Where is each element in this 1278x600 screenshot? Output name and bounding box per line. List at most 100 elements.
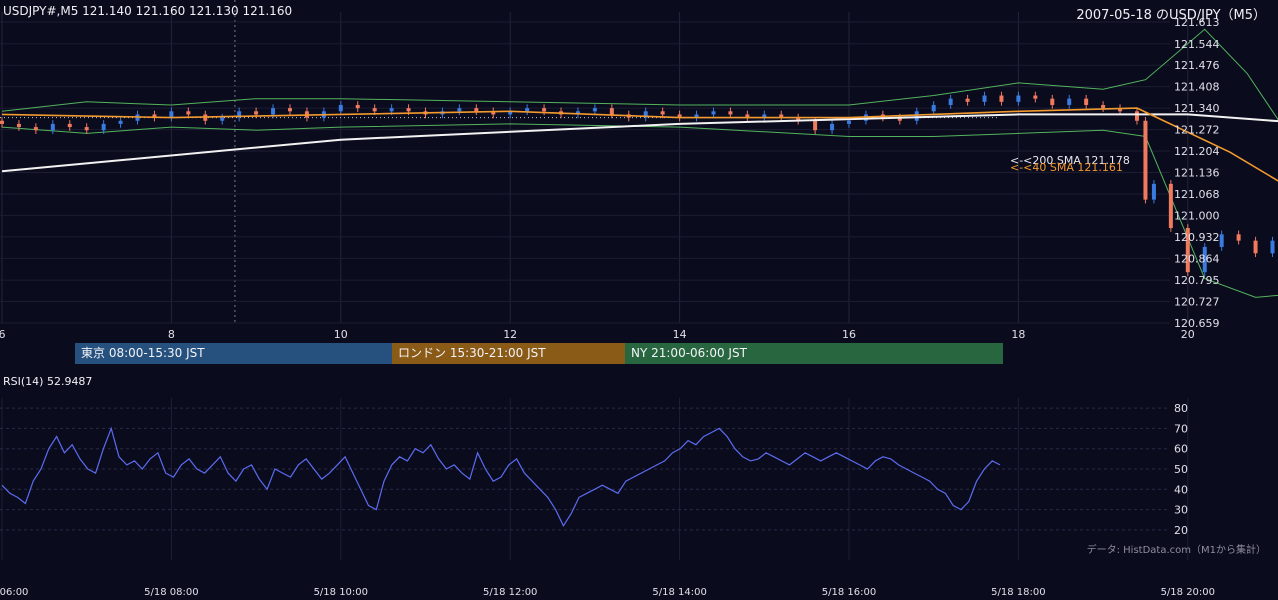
rsi-tick-label: 70: [1174, 422, 1188, 435]
candle-bear: [779, 114, 784, 118]
rsi-tick-label: 60: [1174, 443, 1188, 456]
candle-bull: [914, 111, 919, 121]
candle-bear: [965, 98, 970, 102]
moving-averages: [1, 107, 1278, 182]
price-tick-label: 121.272: [1174, 124, 1220, 137]
candle-bear: [1168, 183, 1173, 229]
candle-bear: [897, 117, 902, 121]
candle-bear: [1033, 95, 1038, 99]
time-tick-label: 5/18 20:00: [1161, 587, 1215, 598]
price-tick-label: 120.727: [1174, 296, 1220, 309]
candle-bull: [575, 111, 580, 115]
candle-bear: [406, 108, 411, 112]
candle-bear: [355, 104, 360, 109]
candle-bull: [762, 114, 767, 118]
price-candles: [0, 91, 1275, 276]
candle-bull: [118, 120, 123, 124]
candle-bear: [999, 95, 1004, 102]
sma200-line: [1, 113, 1278, 173]
rsi-tick-label: 40: [1174, 483, 1188, 496]
candle-bear: [254, 111, 259, 115]
candle-bear: [660, 111, 665, 115]
rsi-panel: 80 70 60 50 40 30 20 06:00 5/18 08:00 5/18 10:00 5…: [0, 402, 1215, 598]
rsi-title: RSI(14) 52.9487: [3, 375, 93, 388]
candle-bull: [592, 108, 597, 112]
candle-bear: [186, 111, 191, 115]
candle-bull: [237, 111, 242, 118]
bollinger-bands: [1, 28, 1278, 298]
candle-bear: [1185, 228, 1190, 273]
candle-bull: [1067, 98, 1072, 105]
candle-bear: [1143, 120, 1148, 200]
rsi-tick-label: 30: [1174, 504, 1188, 517]
price-tick-label: 121.340: [1174, 102, 1220, 115]
candle-bear: [287, 108, 292, 112]
time-tick-label: 5/18 10:00: [314, 587, 368, 598]
candle-bull: [508, 111, 513, 115]
hour-tick-label: 18: [1011, 328, 1025, 341]
sma40-line: [1, 107, 1278, 182]
candle-bear: [1253, 240, 1258, 254]
candle-bear: [1134, 111, 1139, 121]
candle-bear: [1101, 104, 1106, 109]
price-tick-label: 120.932: [1174, 231, 1220, 244]
session-tokyo: 東京 08:00-15:30 JST: [75, 343, 392, 364]
rsi-tick-label: 80: [1174, 402, 1188, 415]
candle-bull: [711, 111, 716, 115]
price-tick-label: 121.408: [1174, 81, 1220, 94]
hour-tick-label: 20: [1181, 328, 1195, 341]
candle-bear: [1118, 108, 1123, 112]
chart-title: 2007-05-18 のUSD/JPY（M5）: [1076, 8, 1266, 23]
candle-bear: [813, 120, 818, 131]
candle-bull: [457, 108, 462, 112]
candle-bull: [982, 95, 987, 102]
candle-bear: [1050, 98, 1055, 105]
data-credit: データ: HistData.com（M1から集計）: [1086, 545, 1266, 556]
candle-bull: [220, 117, 225, 121]
price-tick-label: 121.613: [1174, 16, 1220, 29]
candle-bear: [67, 123, 72, 128]
time-tick-label: 5/18 12:00: [483, 587, 537, 598]
price-tick-label: 120.659: [1174, 317, 1220, 330]
hour-tick-label: 8: [168, 328, 175, 341]
candle-bull: [847, 120, 851, 124]
rsi-line: [1, 426, 1001, 528]
session-ny: NY 21:00-06:00 JST: [625, 343, 1003, 364]
candle-bear: [84, 127, 89, 131]
candle-bear: [0, 120, 4, 124]
candle-bear: [33, 127, 38, 131]
price-tick-label: 121.068: [1174, 188, 1220, 201]
candle-bear: [474, 108, 479, 112]
time-tick-label: 5/18 16:00: [822, 587, 876, 598]
candle-bull: [389, 108, 394, 112]
hour-tick-label: 10: [334, 328, 348, 341]
candle-bear: [728, 111, 733, 115]
time-tick-label: 5/18 18:00: [991, 587, 1045, 598]
sma40-label: <-<40 SMA 121.161: [1010, 161, 1123, 174]
candle-bull: [169, 111, 174, 118]
candle-bull: [1016, 95, 1021, 102]
price-tick-label: 121.476: [1174, 59, 1220, 72]
bollinger-lower-line: [1, 123, 1278, 298]
candle-bear: [491, 111, 496, 115]
price-tick-label: 121.544: [1174, 38, 1220, 51]
candle-bear: [16, 123, 21, 128]
session-london: ロンドン 15:30-21:00 JST: [392, 343, 625, 364]
candle-bear: [1236, 234, 1241, 241]
candle-bull: [338, 104, 343, 112]
hour-tick-label: 12: [503, 328, 517, 341]
rsi-tick-label: 20: [1174, 524, 1188, 537]
candle-bull: [1151, 183, 1156, 200]
candle-bull: [271, 108, 276, 115]
candle-bear: [609, 108, 614, 115]
candle-bull: [1202, 246, 1207, 273]
candle-bull: [694, 114, 699, 118]
candle-bear: [542, 108, 547, 112]
candle-bear: [745, 114, 750, 118]
hour-tick-label: 16: [842, 328, 856, 341]
time-tick-label: 5/18 08:00: [144, 587, 198, 598]
price-tick-label: 121.136: [1174, 167, 1220, 180]
rsi-tick-label: 50: [1174, 463, 1188, 476]
candle-bull: [1219, 234, 1224, 247]
